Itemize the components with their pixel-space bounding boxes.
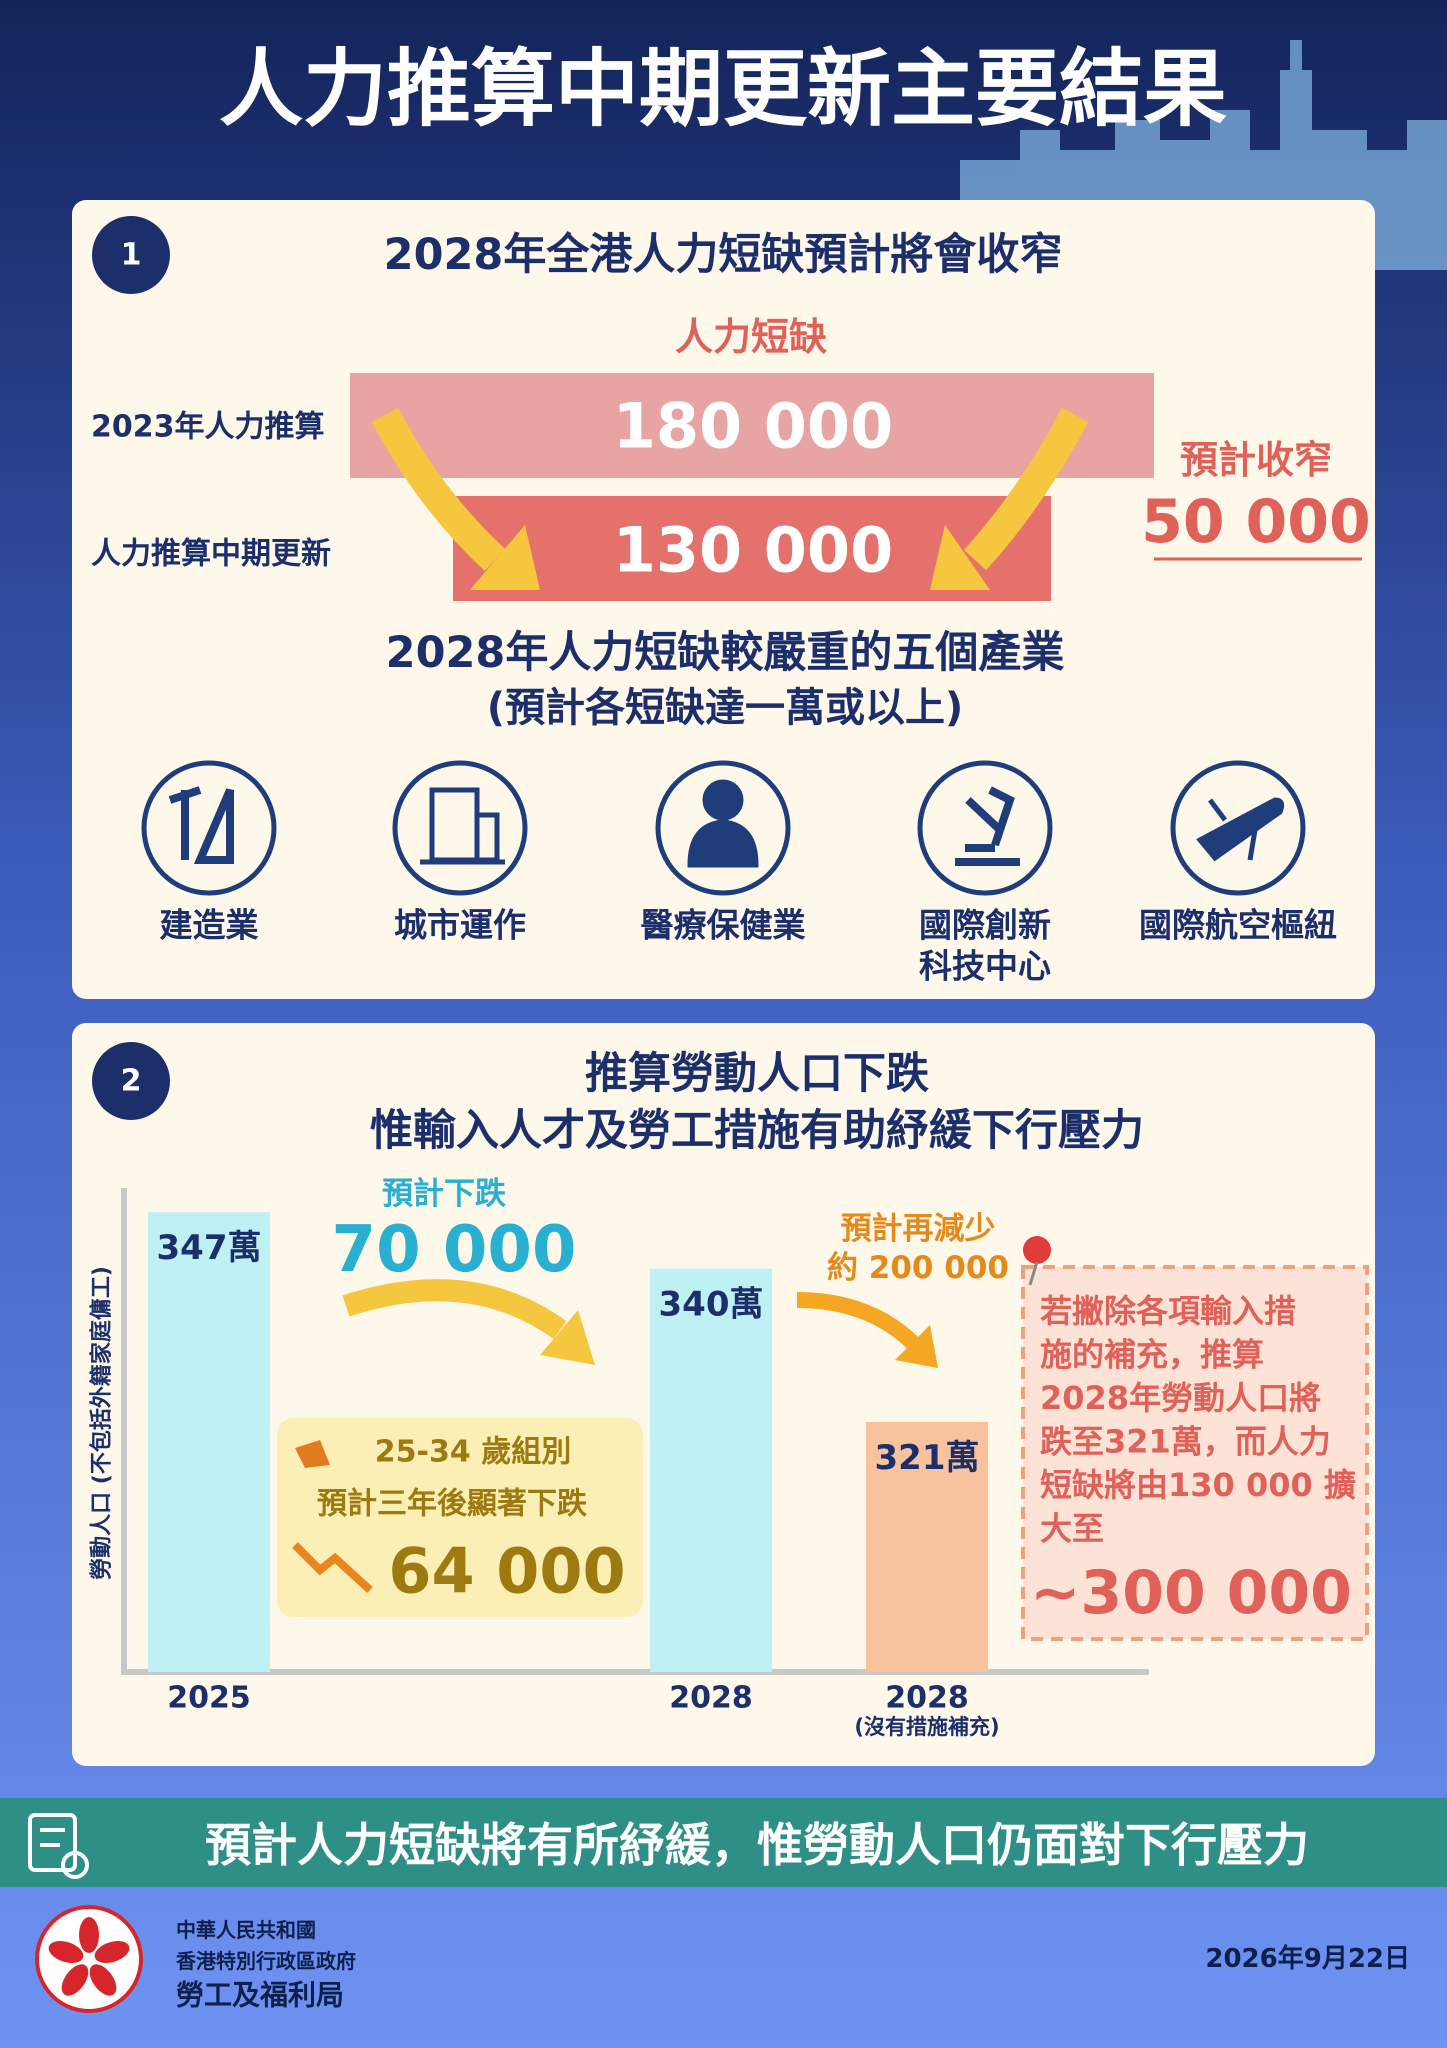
note-box xyxy=(1021,1265,1369,1641)
banner xyxy=(0,1798,1447,1887)
shortage-value: 180 000 xyxy=(613,390,893,463)
title: 人力推算中期更新主要結果 xyxy=(219,40,1227,138)
arrow xyxy=(371,407,1089,590)
bauhinia xyxy=(48,1917,130,1996)
industry-label: 科技中心 xyxy=(919,947,1051,986)
org-line: 中華人民共和國 xyxy=(176,1918,316,1942)
note-line: 大至 xyxy=(1040,1510,1104,1548)
note-line: 施的補充，推算 xyxy=(1040,1336,1264,1374)
x-tick-label: 2028 xyxy=(669,1681,753,1716)
drop-label: 預計下跌 xyxy=(382,1176,506,1212)
org-line: 勞工及福利局 xyxy=(176,1979,344,2012)
row-label: 2023年人力推算 xyxy=(91,410,325,445)
org-line: 香港特別行政區政府 xyxy=(176,1949,356,1973)
age-text: 預計三年後顯著下跌 xyxy=(317,1487,587,1522)
section-heading: 惟輸入人才及勞工措施有助紓緩下行壓力 xyxy=(370,1106,1144,1156)
note-line: 2028年勞動人口將 xyxy=(1040,1379,1321,1417)
note-line: 短缺將由130 000 擴 xyxy=(1040,1466,1356,1504)
note-line: 跌至321萬，而人力 xyxy=(1040,1423,1331,1461)
bar xyxy=(650,1268,772,1672)
age-value: 64 000 xyxy=(388,1535,625,1608)
section-heading: 2028年全港人力短缺預計將會收窄 xyxy=(384,230,1063,280)
value-label: 340萬 xyxy=(659,1285,764,1325)
industry-label: 城市運作 xyxy=(394,906,526,945)
age-group: 25-34 歲組別 xyxy=(375,1435,571,1470)
further-value: 約 200 000 xyxy=(827,1250,1009,1286)
down-arrow-icon xyxy=(292,1542,373,1593)
x-tick-label: 2025 xyxy=(167,1681,251,1716)
pin-icon xyxy=(1023,1236,1051,1286)
section-badge xyxy=(92,1042,170,1120)
megaphone-icon xyxy=(295,1440,330,1468)
industries-subheading: (預計各短缺達一萬或以上) xyxy=(487,685,964,731)
x-tick-note: (沒有措施補充) xyxy=(854,1715,999,1739)
banner-text: 預計人力短缺將有所紓緩，惟勞動人口仍面對下行壓力 xyxy=(205,1818,1309,1872)
narrowing-label: 預計收窄 xyxy=(1180,438,1332,482)
arrow xyxy=(342,1279,938,1368)
shortage-label: 人力短缺 xyxy=(675,315,827,359)
bar-chart: 勞動人口 (不包括外籍家庭傭工) 347萬 2025 340萬 2028 321萬 2028… xyxy=(89,1212,1000,1739)
narrowing-value: 50 000 xyxy=(1141,487,1371,557)
industry-label: 國際創新 xyxy=(919,906,1051,945)
section-heading: 推算勞動人口下跌 xyxy=(585,1049,929,1099)
industries-heading: 2028年人力短缺較嚴重的五個產業 xyxy=(386,628,1065,678)
checklist-icon xyxy=(28,1813,89,1879)
shortage-bar xyxy=(350,373,1154,478)
bar xyxy=(148,1212,270,1672)
date: 2026年9月22日 xyxy=(1205,1943,1410,1974)
value-label: 321萬 xyxy=(875,1438,980,1478)
note-value: ~300 000 xyxy=(1030,1558,1352,1628)
drop-value: 70 000 xyxy=(332,1213,577,1287)
bar xyxy=(866,1421,988,1672)
shortage-value: 130 000 xyxy=(613,514,893,587)
age-box xyxy=(277,1418,643,1617)
section-number: 1 xyxy=(121,238,142,273)
further-label: 預計再減少 xyxy=(841,1211,996,1247)
row-label: 人力推算中期更新 xyxy=(91,537,331,572)
x-tick-label: 2028 xyxy=(885,1681,969,1716)
value-label: 347萬 xyxy=(157,1228,262,1268)
section-badge xyxy=(92,216,170,294)
note-line: 若撇除各項輸入措 xyxy=(1040,1292,1296,1330)
industry-icons xyxy=(141,760,1306,896)
industry-label: 醫療保健業 xyxy=(641,906,806,945)
section-number: 2 xyxy=(121,1064,142,1099)
y-axis-label: 勞動人口 (不包括外籍家庭傭工) xyxy=(89,1266,115,1580)
industry-label: 建造業 xyxy=(160,906,259,945)
industry-label: 國際航空樞紐 xyxy=(1139,906,1337,945)
